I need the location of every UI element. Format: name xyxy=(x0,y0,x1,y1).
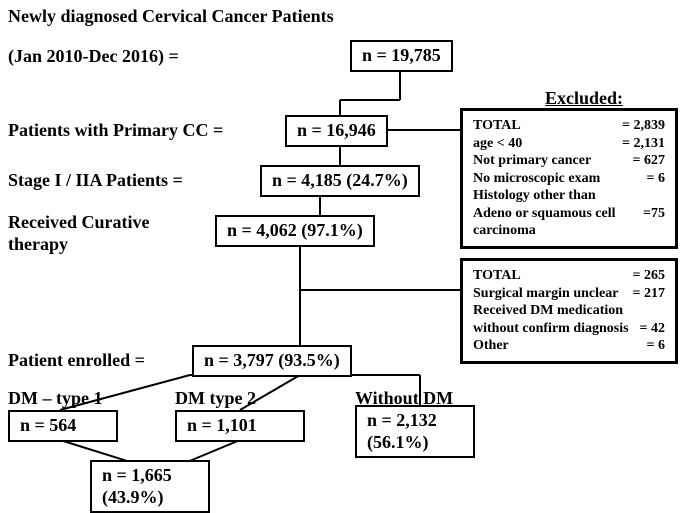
ex2-r3-v: = 42 xyxy=(640,320,665,338)
page-title: Newly diagnosed Cervical Cancer Patients xyxy=(8,6,334,27)
label-enrolled: Patient enrolled = xyxy=(8,350,145,371)
ex1-r2-v: = 627 xyxy=(633,152,665,170)
label-dm2: DM type 2 xyxy=(175,388,256,409)
label-dm1: DM – type 1 xyxy=(8,388,102,409)
label-primary: Patients with Primary CC = xyxy=(8,120,223,141)
period-label: (Jan 2010-Dec 2016) = xyxy=(8,46,179,67)
ex1-r3-l: No microscopic exam xyxy=(473,170,600,188)
excluded-box-1: TOTAL = 2,839 age < 40 = 2,131 Not primary… xyxy=(460,108,678,249)
box-without: n = 2,132 (56.1%) xyxy=(355,405,475,458)
excluded-heading: Excluded: xyxy=(545,88,623,109)
ex2-r1-v: = 217 xyxy=(633,285,665,303)
label-curative: Received Curative therapy xyxy=(8,212,198,255)
ex1-r3-v: = 6 xyxy=(647,170,665,188)
box-dm2: n = 1,101 xyxy=(175,410,305,442)
excluded-box-2: TOTAL= 265 Surgical margin unclear= 217 … xyxy=(460,258,678,364)
ex1-total-v: = 2,839 xyxy=(622,117,665,135)
ex1-r5-v: =75 xyxy=(643,205,665,223)
ex1-r4-l: Histology other than xyxy=(473,187,596,205)
box-primary: n = 16,946 xyxy=(285,115,388,147)
ex2-total-v: = 265 xyxy=(633,267,665,285)
label-stage: Stage I / IIA Patients = xyxy=(8,170,183,191)
ex1-total-l: TOTAL xyxy=(473,117,521,135)
ex2-r4-l: Other xyxy=(473,337,509,355)
box-curative: n = 4,062 (97.1%) xyxy=(215,215,375,247)
ex2-total-l: TOTAL xyxy=(473,267,521,285)
ex1-r5-l: Adeno or squamous cell xyxy=(473,205,615,223)
ex2-r1-l: Surgical margin unclear xyxy=(473,285,618,303)
ex1-r2-l: Not primary cancer xyxy=(473,152,591,170)
box-dmtotal: n = 1,665 (43.9%) xyxy=(90,460,210,513)
box-enrolled: n = 3,797 (93.5%) xyxy=(192,345,352,377)
box-stage: n = 4,185 (24.7%) xyxy=(260,165,420,197)
box-total: n = 19,785 xyxy=(350,40,453,72)
ex2-r2-l: Received DM medication xyxy=(473,302,623,320)
ex1-r1-l: age < 40 xyxy=(473,135,522,153)
box-dm1: n = 564 xyxy=(8,410,118,442)
ex2-r3-l: without confirm diagnosis xyxy=(473,320,629,338)
ex2-r4-v: = 6 xyxy=(647,337,665,355)
ex1-r6-l: carcinoma xyxy=(473,222,536,240)
ex1-r1-v: = 2,131 xyxy=(622,135,665,153)
